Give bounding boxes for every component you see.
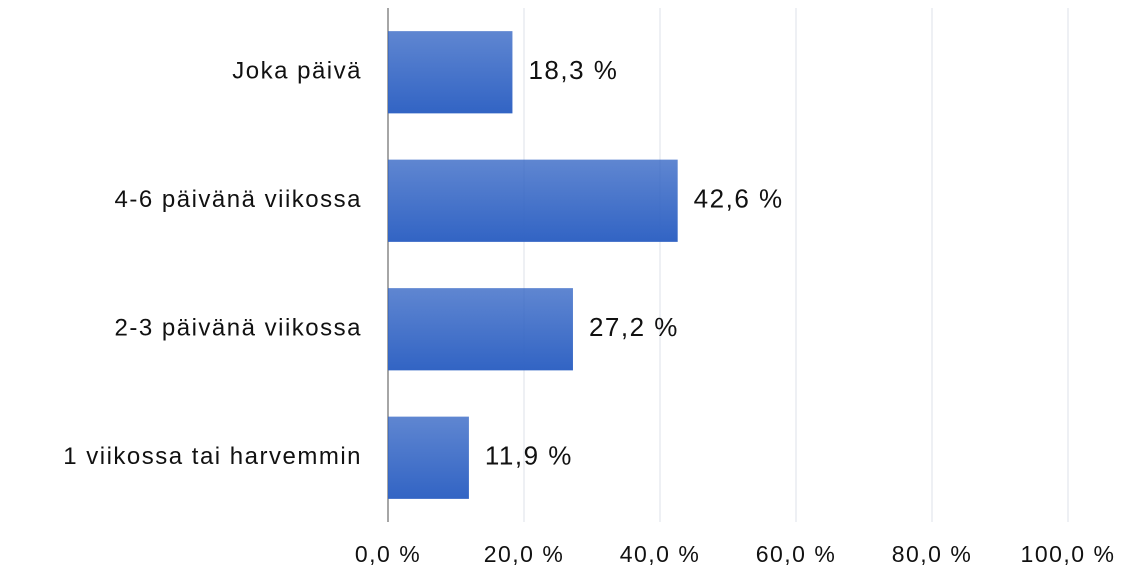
bar [388, 159, 678, 242]
y-tick-label: 1 viikossa tai harvemmin [63, 443, 362, 470]
bar [388, 288, 573, 371]
x-tick-label: 100,0 % [1021, 541, 1116, 567]
x-tick-label: 0,0 % [355, 541, 421, 567]
value-label: 27,2 % [589, 312, 679, 342]
y-tick-label: 2-3 päivänä viikossa [115, 315, 362, 342]
value-label: 42,6 % [694, 184, 784, 214]
x-tick-label: 80,0 % [892, 541, 973, 567]
value-label: 11,9 % [485, 441, 573, 471]
value-label: 18,3 % [528, 55, 618, 85]
x-tick-label: 40,0 % [620, 541, 701, 567]
x-tick-label: 20,0 % [484, 541, 565, 567]
x-tick-label: 60,0 % [756, 541, 837, 567]
y-tick-label: 4-6 päivänä viikossa [115, 186, 362, 213]
bar [388, 31, 513, 114]
y-tick-label: Joka päivä [232, 58, 362, 85]
bar [388, 416, 469, 499]
